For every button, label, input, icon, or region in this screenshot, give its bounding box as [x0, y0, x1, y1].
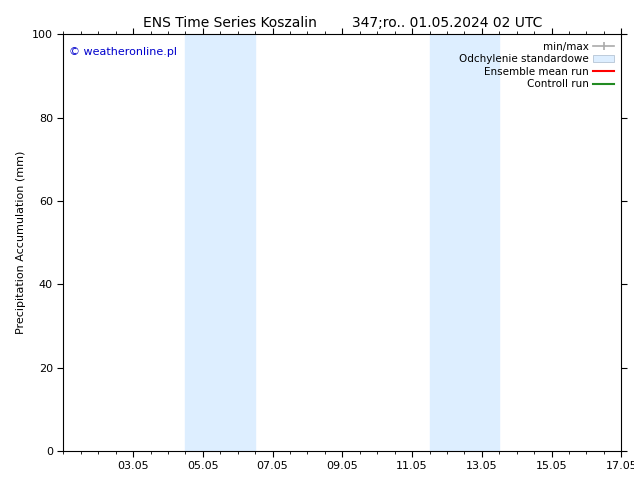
Y-axis label: Precipitation Accumulation (mm): Precipitation Accumulation (mm)	[16, 151, 27, 334]
Title: ENS Time Series Koszalin        347;ro.. 01.05.2024 02 UTC: ENS Time Series Koszalin 347;ro.. 01.05.…	[143, 16, 542, 30]
Legend: min/max, Odchylenie standardowe, Ensemble mean run, Controll run: min/max, Odchylenie standardowe, Ensembl…	[455, 37, 618, 94]
Bar	[429, 34, 500, 451]
Bar	[185, 34, 255, 451]
Text: © weatheronline.pl: © weatheronline.pl	[69, 47, 177, 57]
